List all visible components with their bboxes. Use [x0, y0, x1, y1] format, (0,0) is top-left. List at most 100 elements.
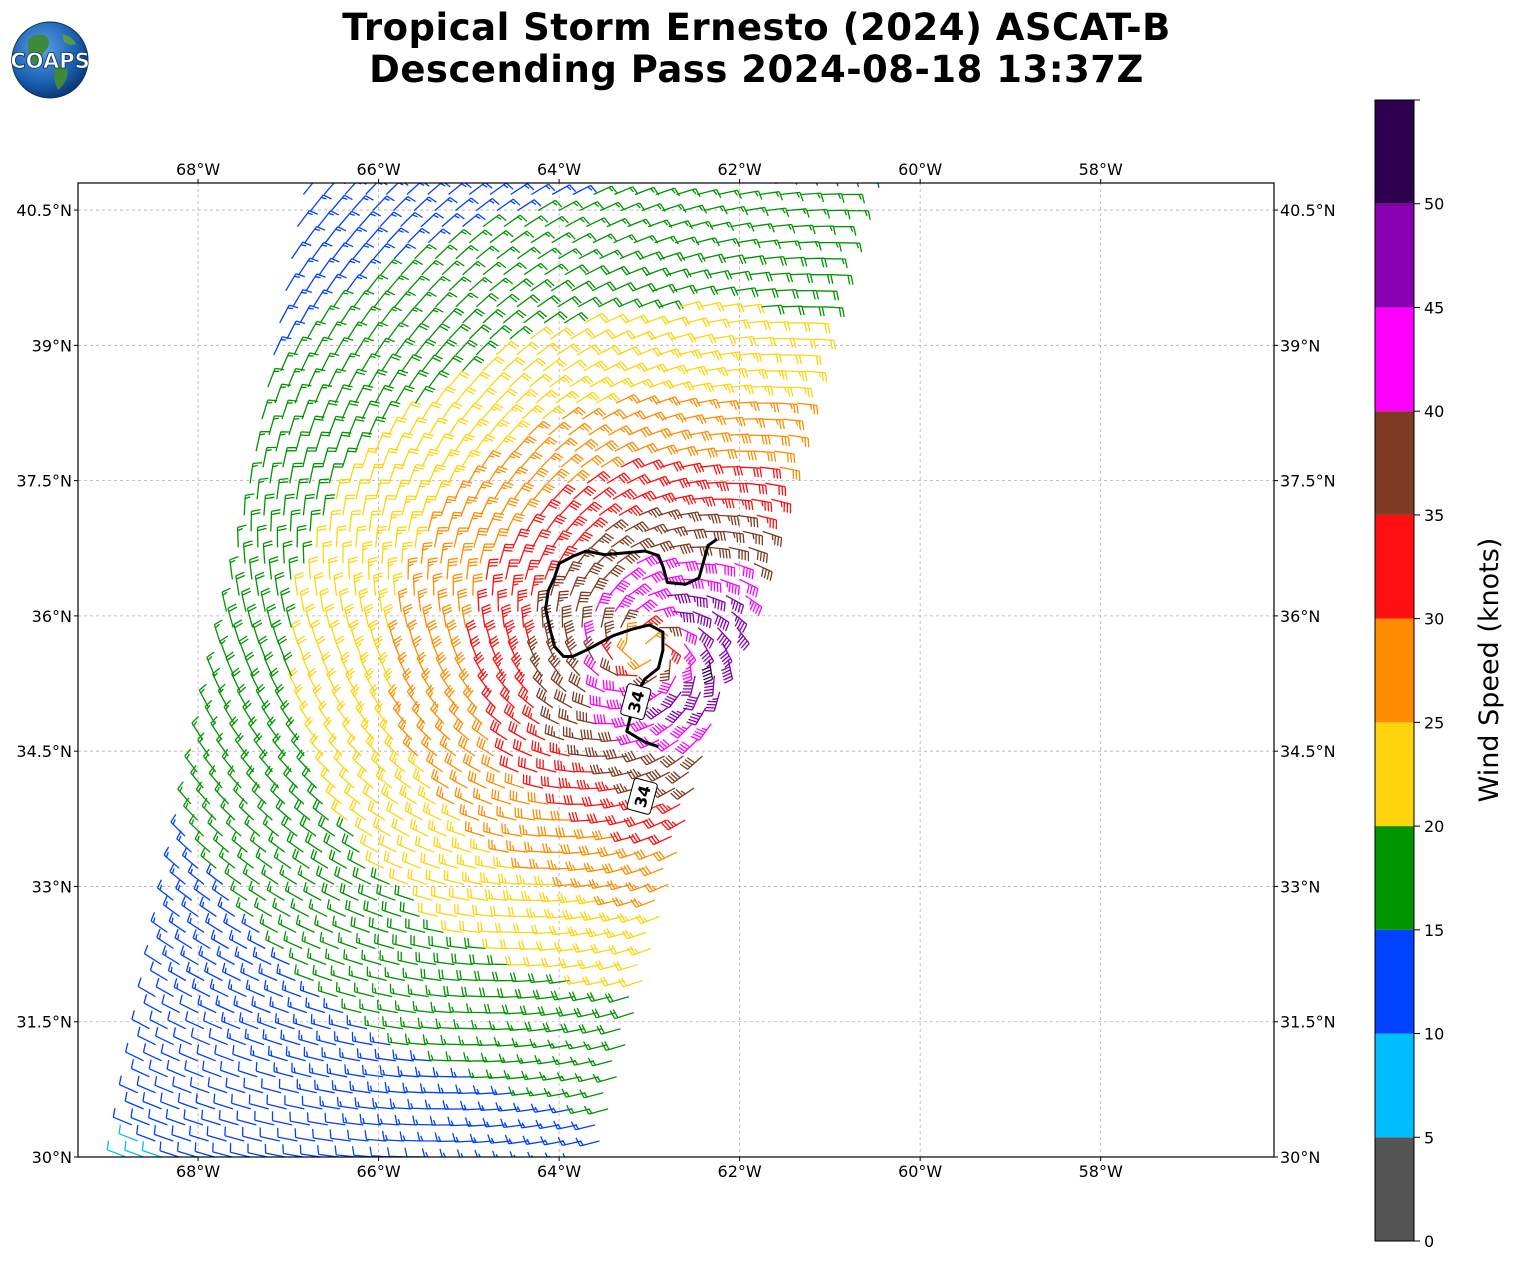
wind-barb: [425, 869, 446, 885]
wind-barb: [136, 1124, 156, 1142]
wind-barb: [462, 308, 486, 324]
wind-barb: [277, 749, 292, 773]
wind-barb: [808, 322, 831, 333]
wind-barb: [375, 767, 393, 789]
wind-barb: [510, 651, 523, 677]
wind-barb: [344, 603, 354, 628]
wind-barb: [627, 659, 652, 671]
wind-barb: [412, 572, 423, 596]
wind-barb: [474, 480, 493, 500]
wind-barb: [612, 282, 637, 292]
wind-barb: [213, 1093, 234, 1110]
wind-barb: [692, 610, 712, 629]
wind-barb: [163, 846, 180, 869]
wind-barb: [387, 619, 398, 644]
wind-barb: [264, 765, 280, 789]
wind-barb: [386, 917, 407, 934]
wind-barb: [514, 807, 536, 821]
wind-barb: [524, 559, 541, 580]
wind-barb: [473, 527, 489, 548]
wind-barb: [698, 350, 723, 361]
wind-barb: [674, 739, 698, 755]
wind-barb: [374, 432, 393, 452]
wind-barb: [124, 1091, 144, 1110]
wind-barb: [656, 396, 681, 407]
wind-barb: [570, 328, 595, 340]
wind-barb: [494, 737, 514, 757]
wind-barb: [340, 305, 361, 324]
wind-barb: [521, 704, 540, 725]
wind-barb: [210, 716, 223, 741]
wind-barb: [761, 304, 785, 315]
wind-barb: [179, 994, 199, 1014]
wind-barb: [574, 438, 599, 452]
wind-barb: [717, 189, 742, 199]
wind-barb: [165, 1109, 186, 1126]
wind-barb: [465, 1003, 489, 1014]
wind-barb: [646, 267, 672, 278]
wind-barb: [449, 769, 468, 789]
wind-barb: [661, 819, 686, 831]
wind-barb: [247, 716, 261, 741]
wind-barb: [626, 945, 652, 956]
wind-barb: [471, 904, 494, 918]
wind-barb: [283, 493, 295, 516]
wind-barb: [571, 232, 597, 244]
wind-barb: [618, 504, 643, 516]
colorbar-segment-4: [1375, 722, 1414, 827]
wind-barb: [332, 242, 354, 260]
wind-barb: [633, 849, 659, 861]
wind-barb: [676, 188, 701, 198]
wind-barb: [623, 816, 649, 828]
wind-barb: [482, 308, 506, 324]
wind-barb: [245, 765, 261, 789]
wind-barb: [187, 863, 205, 885]
wind-barb: [753, 562, 773, 582]
wind-barb: [262, 446, 277, 468]
wind-barb: [606, 472, 631, 484]
wind-barb: [509, 278, 534, 292]
wind-barb: [799, 354, 822, 366]
wind-barb: [409, 1050, 432, 1062]
wind-barb: [536, 342, 561, 356]
wind-barb: [244, 651, 255, 677]
wind-barb: [457, 588, 468, 612]
wind-barb: [258, 749, 273, 773]
wind-barb: [322, 494, 336, 516]
wind-barb: [400, 165, 422, 179]
wind-barb: [366, 1081, 389, 1094]
wind-barb: [288, 782, 305, 805]
wind-barb: [302, 493, 315, 516]
wind-barb: [589, 764, 614, 775]
wind-barb: [296, 524, 307, 548]
lon-tick-label-bottom: 68°W: [176, 1162, 220, 1181]
wind-barb: [235, 571, 246, 596]
wind-barb: [790, 273, 814, 284]
wind-barb: [657, 348, 683, 359]
wind-barb: [298, 700, 312, 725]
wind-barb: [745, 595, 763, 616]
wind-barb: [361, 541, 373, 564]
wind-barb: [551, 184, 577, 196]
wind-barb: [570, 877, 594, 888]
wind-barb: [706, 594, 726, 612]
wind-barb: [155, 977, 174, 998]
wind-barb: [628, 171, 652, 179]
wind-barb: [728, 546, 750, 561]
wind-barb: [369, 684, 382, 709]
wind-barb: [251, 996, 271, 1014]
wind-barb: [374, 337, 395, 356]
wind-barb: [348, 415, 366, 436]
wind-barb: [171, 1125, 192, 1142]
wind-barb: [686, 707, 707, 726]
wind-barb: [341, 400, 360, 420]
wind-barb: [377, 1114, 399, 1126]
wind-barb: [175, 879, 193, 901]
wind-barb: [708, 269, 733, 280]
wind-barb: [291, 241, 312, 260]
wind-barb: [226, 1028, 247, 1046]
wind-barb: [392, 635, 403, 660]
wind-barb: [378, 651, 389, 677]
wind-barb: [665, 316, 691, 327]
wind-barb: [472, 573, 483, 596]
